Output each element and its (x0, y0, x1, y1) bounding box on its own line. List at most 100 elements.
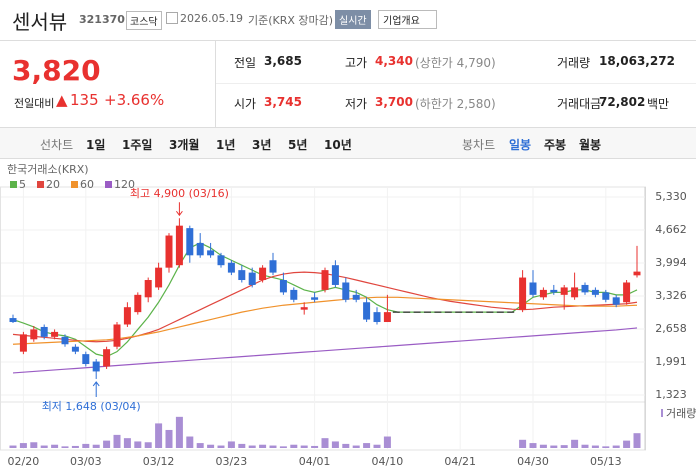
candle-body (82, 354, 90, 365)
y-tick-label: 1,991 (655, 355, 687, 368)
volume-bar (207, 444, 215, 448)
candle-body (30, 329, 38, 340)
volume-bar (529, 443, 537, 448)
overview-button[interactable]: 기업개요 (378, 10, 437, 29)
tab[interactable]: 주봉 (544, 138, 567, 152)
tab[interactable]: 월봉 (579, 138, 602, 152)
candle-body (165, 235, 173, 268)
volume-bar (175, 416, 183, 448)
candle-body (591, 289, 599, 295)
tab[interactable]: 10년 (324, 138, 352, 152)
volume-bar (196, 443, 204, 448)
candle-body (623, 282, 631, 303)
stock-code: 321370 (79, 13, 125, 26)
moving-average (12, 327, 638, 374)
change-label: 전일대비 (14, 97, 55, 110)
volume-bar (331, 441, 339, 448)
volume-bar (61, 446, 69, 448)
quote-value: 3,685 (264, 54, 302, 68)
quote-label: 저가 (345, 97, 368, 111)
volume-bar (165, 429, 173, 448)
quote-extra: (하한가 2,580) (415, 97, 496, 111)
tab[interactable]: 5년 (288, 138, 308, 152)
low-annotation: 최저 1,648 (03/04) (42, 400, 141, 413)
volume-bar (259, 444, 267, 448)
candle-body (259, 267, 267, 281)
candle-body (342, 282, 350, 300)
x-tick-label: 03/12 (143, 455, 175, 468)
tab-label: 선차트 (40, 138, 74, 152)
high-annotation: 최고 4,900 (03/16) (130, 187, 229, 200)
realtime-button[interactable]: 실시간 (335, 10, 371, 29)
candle-body (331, 265, 339, 285)
candle-body (217, 255, 225, 266)
volume-bar (279, 446, 287, 448)
basis: 기준(KRX 장마감) (248, 14, 334, 27)
candle-body (92, 361, 100, 372)
header (0, 0, 696, 41)
tab[interactable]: 일봉 (509, 138, 532, 152)
candle-body (290, 289, 298, 300)
volume-bar (134, 441, 142, 448)
candle-body (560, 287, 568, 295)
x-tick-label: 04/21 (444, 455, 476, 468)
change: 135 (70, 91, 99, 109)
candle-body (61, 336, 69, 345)
volume-bar (9, 445, 17, 448)
tab[interactable]: 3년 (252, 138, 272, 152)
y-tick-label: 1,323 (655, 388, 687, 401)
candle-body (40, 326, 48, 337)
quote-label: 시가 (234, 97, 257, 111)
volume-bar (290, 444, 298, 448)
x-tick-label: 05/13 (590, 455, 622, 468)
candle-body (550, 289, 558, 293)
candle-body (571, 287, 579, 298)
tab[interactable]: 3개월 (169, 138, 200, 152)
volume-bar (321, 438, 329, 448)
candle-body (321, 270, 329, 290)
legend-swatch (71, 181, 78, 188)
low-arrow (92, 381, 100, 397)
row-divider (216, 83, 696, 84)
candle-body (602, 292, 610, 300)
candle-body (175, 225, 183, 266)
tab[interactable]: 1년 (216, 138, 236, 152)
candle-body (300, 307, 308, 310)
candle-body (383, 312, 391, 323)
source: 한국거래소(KRX) (7, 163, 89, 176)
volume-bar (113, 434, 121, 448)
candle-body (581, 284, 589, 293)
tab[interactable]: 1주일 (122, 138, 153, 152)
volume-bar (581, 444, 589, 448)
quote-value: 18,063,272 (599, 54, 675, 68)
quote-value: 3,745 (264, 95, 302, 109)
legend-swatch (105, 181, 112, 188)
quote-label: 거래대금 (557, 97, 602, 111)
volume-bar (623, 440, 631, 448)
candle-body (227, 262, 235, 273)
volume-bar (30, 442, 38, 448)
volume-bar (300, 445, 308, 448)
volume-bar (217, 445, 225, 448)
candle-body (71, 346, 79, 352)
volume-bar (571, 439, 579, 448)
candle-body (248, 272, 256, 285)
x-tick-label: 02/20 (8, 455, 40, 468)
volume-bar (602, 446, 610, 448)
volume-bar (633, 433, 641, 448)
candle-body (134, 294, 142, 313)
legend-label: 5 (19, 178, 26, 191)
volume-bar (227, 441, 235, 448)
volume-bar (539, 444, 547, 448)
volume-bar (269, 445, 277, 448)
candle-body (269, 260, 277, 273)
candle-body (144, 280, 152, 298)
candle-body (19, 334, 27, 352)
tab[interactable]: 1일 (86, 138, 106, 152)
y-tick-label: 5,330 (655, 190, 687, 203)
quote-label: 전일 (234, 56, 257, 70)
candle-body (539, 289, 547, 298)
quote-unit: 백만 (647, 97, 670, 111)
volume-bar (51, 444, 59, 448)
